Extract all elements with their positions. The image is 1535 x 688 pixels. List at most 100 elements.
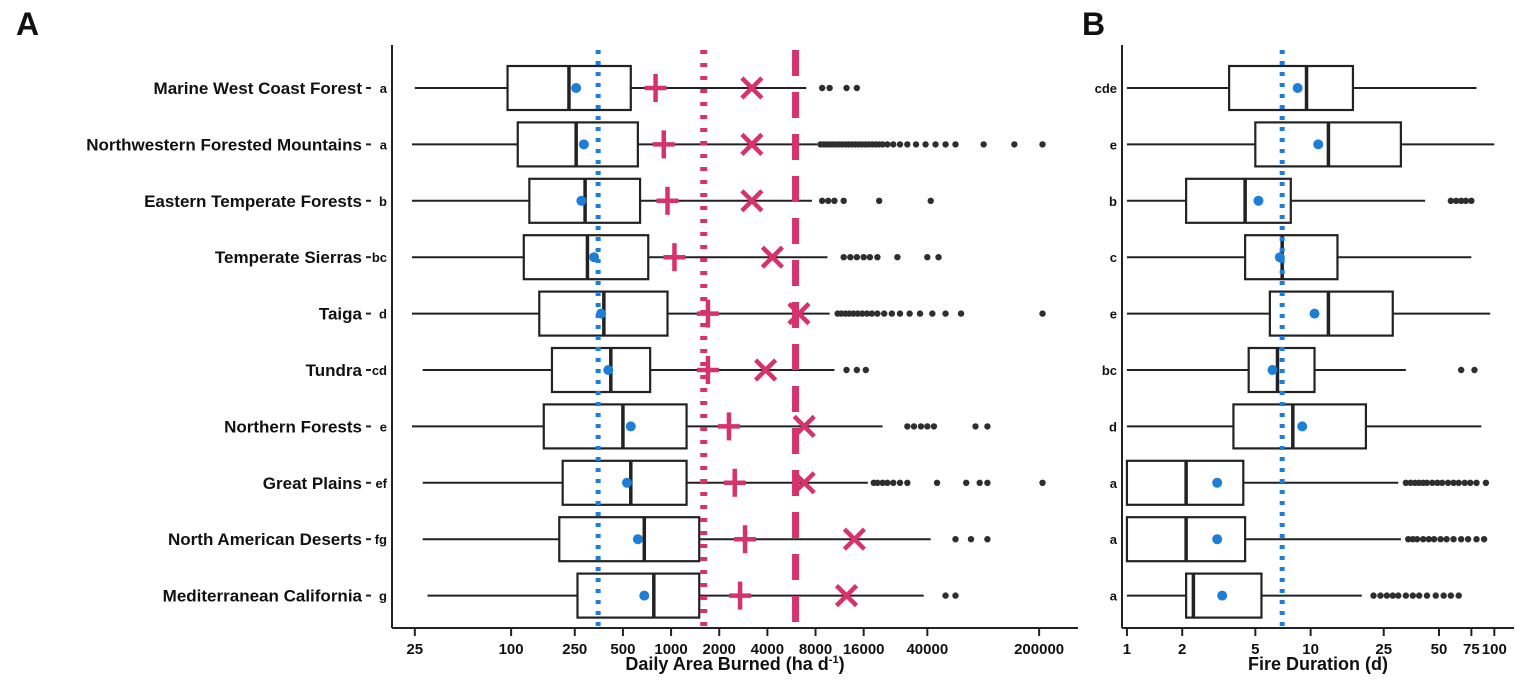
- x-tick-label: 500: [610, 641, 635, 658]
- outlier-point: [1447, 592, 1455, 599]
- significance-letter: c: [1110, 250, 1117, 265]
- outlier-point: [831, 197, 838, 204]
- outlier-point: [1457, 197, 1465, 204]
- x-tick-label: 100: [499, 641, 524, 658]
- category-label: Taiga: [319, 305, 363, 324]
- mean-dot: [1217, 590, 1228, 601]
- category-label: Great Plains: [263, 474, 362, 493]
- outlier-point: [854, 310, 861, 317]
- significance-letter: b: [379, 194, 387, 209]
- significance-letter: a: [1110, 589, 1118, 604]
- outlier-point: [1425, 536, 1433, 543]
- significance-letter: a: [1110, 532, 1118, 547]
- outlier-point: [910, 423, 918, 430]
- mean-dot: [1267, 365, 1278, 375]
- outlier-point: [924, 254, 931, 261]
- significance-letter: a: [380, 81, 388, 96]
- x-tick-label: 50: [1431, 641, 1448, 658]
- outlier-point: [840, 254, 847, 261]
- outlier-point: [1423, 592, 1431, 599]
- x-tick-label: 8000: [799, 641, 832, 658]
- outlier-point: [1482, 479, 1490, 486]
- outlier-point: [1039, 479, 1046, 486]
- outlier-point: [1409, 592, 1417, 599]
- significance-letter: e: [1110, 137, 1117, 152]
- category-label: Northern Forests: [224, 417, 362, 436]
- x-tick-label: 10: [1302, 641, 1319, 658]
- x-tick-label: 25: [406, 641, 423, 658]
- iqr-box: [1228, 64, 1355, 112]
- outlier-point: [1011, 141, 1018, 148]
- outlier-point: [924, 423, 931, 430]
- outlier-point: [853, 254, 861, 261]
- outlier-point: [1468, 197, 1475, 204]
- category-label: Marine West Coast Forest: [154, 79, 363, 98]
- outlier-point: [1461, 479, 1468, 486]
- cross-marker: [842, 527, 866, 551]
- outlier-point: [962, 479, 970, 486]
- outlier-point: [826, 84, 833, 92]
- outlier-point: [984, 536, 991, 543]
- panel-b-label: B: [1082, 6, 1106, 42]
- mean-dot: [589, 252, 600, 263]
- cross-marker: [740, 76, 764, 100]
- outlier-point: [912, 141, 920, 148]
- iqr-box: [542, 403, 688, 450]
- outlier-point: [1450, 479, 1457, 486]
- iqr-box: [1244, 234, 1339, 281]
- outlier-point: [906, 310, 913, 317]
- outlier-point: [818, 197, 826, 204]
- outlier-point: [1039, 141, 1046, 148]
- outlier-point: [868, 310, 876, 317]
- x-tick-label: 40000: [906, 641, 948, 658]
- outlier-point: [875, 197, 883, 204]
- significance-letter: bc: [1102, 363, 1117, 378]
- outlier-point: [859, 310, 866, 317]
- outlier-point: [1450, 536, 1457, 543]
- outlier-point: [862, 366, 870, 374]
- significance-letter: bc: [372, 250, 387, 265]
- outlier-point: [1415, 592, 1423, 599]
- outlier-point: [850, 310, 857, 317]
- cross-marker: [787, 302, 811, 326]
- outlier-point: [932, 141, 939, 148]
- outlier-point: [896, 141, 904, 148]
- mean-dot: [1253, 195, 1264, 206]
- outlier-point: [1457, 366, 1465, 374]
- x-tick-label: 250: [562, 641, 587, 658]
- cross-marker: [792, 414, 816, 438]
- outlier-point: [952, 536, 959, 543]
- outlier-point: [874, 479, 881, 486]
- mean-dot: [639, 590, 650, 601]
- x-tick-label: 5: [1251, 641, 1259, 658]
- outlier-point: [1402, 592, 1410, 599]
- outlier-point: [1405, 536, 1412, 543]
- outlier-point: [853, 84, 861, 92]
- significance-letter: a: [1110, 476, 1118, 491]
- significance-letter: d: [379, 307, 387, 322]
- outlier-point: [1039, 310, 1046, 317]
- x-tick-label: 2: [1178, 641, 1186, 658]
- cross-marker: [792, 471, 816, 495]
- mean-dot: [578, 139, 589, 150]
- outlier-point: [1471, 366, 1478, 374]
- outlier-point: [847, 254, 854, 261]
- significance-letter: e: [380, 419, 387, 434]
- mean-dot: [1313, 139, 1324, 150]
- mean-dot: [1297, 421, 1308, 432]
- category-label: Temperate Sierras: [215, 248, 362, 267]
- outlier-point: [1452, 197, 1460, 204]
- mean-dot: [1212, 477, 1223, 488]
- outlier-point: [929, 310, 936, 317]
- outlier-point: [984, 479, 991, 486]
- cross-marker: [760, 245, 784, 269]
- outlier-point: [1395, 592, 1402, 599]
- cross-marker: [740, 189, 764, 213]
- outlier-point: [1444, 479, 1452, 486]
- outlier-point: [1430, 536, 1438, 543]
- outlier-point: [843, 366, 850, 374]
- mean-dot: [632, 534, 643, 545]
- outlier-point: [866, 254, 874, 261]
- outlier-point: [904, 423, 911, 430]
